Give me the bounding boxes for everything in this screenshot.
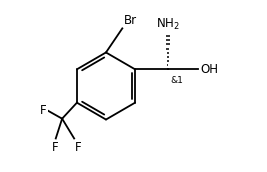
Text: Br: Br [124, 14, 137, 27]
Text: OH: OH [200, 63, 218, 76]
Text: F: F [52, 141, 58, 154]
Text: F: F [75, 141, 82, 154]
Text: F: F [40, 104, 47, 117]
Text: &1: &1 [170, 76, 183, 85]
Text: NH$_2$: NH$_2$ [156, 17, 180, 32]
